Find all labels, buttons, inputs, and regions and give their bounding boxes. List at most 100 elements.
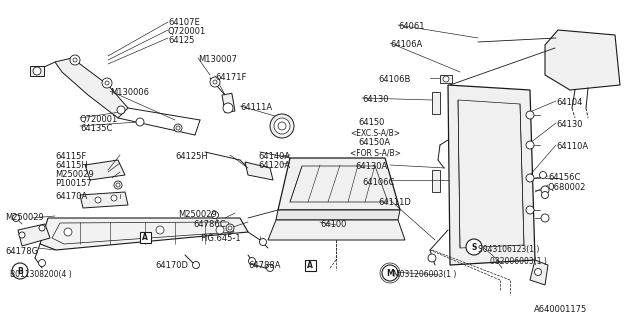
Text: 64110A: 64110A [556, 142, 588, 151]
Circle shape [111, 195, 117, 201]
Bar [30, 66, 44, 76]
Text: 64120A: 64120A [258, 161, 290, 170]
Text: 64106C: 64106C [362, 178, 394, 187]
Text: S043106123(1 ): S043106123(1 ) [478, 245, 540, 254]
Text: 64130: 64130 [556, 120, 582, 129]
Bar [440, 75, 452, 83]
Circle shape [443, 76, 449, 82]
Circle shape [213, 80, 217, 84]
Text: Q680002: Q680002 [548, 183, 586, 192]
Polygon shape [545, 30, 620, 90]
Circle shape [73, 58, 77, 62]
Text: <EXC.S-A/B>: <EXC.S-A/B> [350, 128, 400, 137]
Text: 032006003(1 ): 032006003(1 ) [490, 257, 547, 266]
Text: 64130A: 64130A [355, 162, 387, 171]
Circle shape [541, 214, 549, 222]
Circle shape [541, 191, 548, 198]
Circle shape [274, 118, 290, 134]
Text: 64106A: 64106A [390, 40, 422, 49]
Text: 64115F: 64115F [55, 152, 86, 161]
Circle shape [526, 174, 534, 182]
Text: 64111A: 64111A [240, 103, 272, 112]
Circle shape [526, 141, 534, 149]
Circle shape [102, 78, 112, 88]
Text: 64170D: 64170D [155, 261, 188, 270]
Circle shape [270, 114, 294, 138]
Circle shape [39, 225, 45, 231]
Text: Q720001: Q720001 [168, 27, 206, 36]
Text: 64111D: 64111D [378, 198, 411, 207]
Circle shape [540, 172, 547, 179]
Circle shape [156, 226, 164, 234]
Text: FIG.645-1: FIG.645-1 [200, 234, 241, 243]
Circle shape [248, 258, 255, 265]
Polygon shape [448, 85, 535, 265]
Text: M130006: M130006 [110, 88, 149, 97]
Circle shape [176, 126, 180, 130]
Polygon shape [268, 220, 405, 240]
Bar [305, 260, 316, 271]
Circle shape [105, 81, 109, 85]
Circle shape [428, 254, 436, 262]
Text: M250029: M250029 [178, 210, 217, 219]
Text: 64107E: 64107E [168, 18, 200, 27]
Text: <FOR S-A/B>: <FOR S-A/B> [350, 148, 401, 157]
Text: M130007: M130007 [198, 55, 237, 64]
Text: B: B [17, 267, 23, 276]
Text: 64150: 64150 [358, 118, 385, 127]
Circle shape [534, 268, 541, 276]
Polygon shape [530, 260, 548, 285]
Text: 64104: 64104 [556, 98, 582, 107]
Text: S: S [471, 243, 477, 252]
Text: A640001175: A640001175 [534, 305, 588, 314]
Text: 64788A: 64788A [248, 261, 280, 270]
Circle shape [210, 77, 220, 87]
Circle shape [526, 111, 534, 119]
Text: 64135C: 64135C [80, 124, 113, 133]
Polygon shape [18, 224, 50, 246]
Text: M: M [386, 268, 394, 277]
Text: M031206003(1 ): M031206003(1 ) [393, 270, 456, 279]
Text: 64106B: 64106B [378, 75, 410, 84]
Polygon shape [278, 158, 400, 210]
Circle shape [95, 197, 101, 203]
Text: 64115H: 64115H [55, 161, 88, 170]
Text: 64171F: 64171F [215, 73, 246, 82]
Polygon shape [80, 192, 128, 208]
Text: A: A [142, 233, 148, 242]
Circle shape [193, 261, 200, 268]
Text: M250029: M250029 [5, 213, 44, 222]
Circle shape [228, 226, 232, 230]
Circle shape [259, 238, 266, 245]
Bar [140, 232, 151, 243]
Bar [432, 170, 440, 192]
Bar [432, 92, 440, 114]
Circle shape [526, 206, 534, 214]
Circle shape [226, 224, 234, 232]
Text: 64156C: 64156C [548, 173, 580, 182]
Polygon shape [245, 162, 273, 180]
Text: 64061: 64061 [398, 22, 424, 31]
Text: 64130: 64130 [362, 95, 388, 104]
Text: 64125H: 64125H [175, 152, 208, 161]
Circle shape [466, 239, 482, 255]
Text: 64170A: 64170A [55, 192, 87, 201]
Circle shape [174, 124, 182, 132]
Circle shape [114, 181, 122, 189]
Circle shape [12, 263, 28, 279]
Polygon shape [85, 160, 125, 180]
Text: M250029: M250029 [55, 170, 93, 179]
Circle shape [216, 226, 224, 234]
Circle shape [70, 55, 80, 65]
Circle shape [266, 265, 273, 271]
Text: 64786C: 64786C [193, 220, 226, 229]
Text: 64150A: 64150A [358, 138, 390, 147]
Polygon shape [276, 210, 400, 220]
Text: 64125: 64125 [168, 36, 195, 45]
Circle shape [117, 106, 125, 114]
Circle shape [38, 260, 45, 267]
Circle shape [211, 212, 218, 219]
Circle shape [382, 265, 398, 281]
Text: P100157: P100157 [55, 179, 92, 188]
Polygon shape [55, 58, 128, 118]
